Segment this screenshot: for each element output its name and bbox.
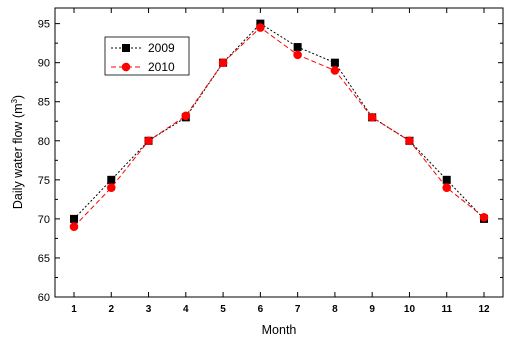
x-tick-label: 10: [404, 304, 416, 315]
y-tick-labels: 60 65 70 75 80 85 90 95: [38, 19, 50, 304]
data-point-2010: [330, 66, 340, 75]
plot-frame: [54, 7, 504, 298]
data-point-2010: [218, 58, 228, 67]
series-layer: [69, 19, 489, 232]
data-point-2010: [479, 213, 489, 222]
x-tick-label: 9: [369, 304, 375, 315]
data-point-2010: [106, 183, 116, 192]
y-axis-title-tail: ): [11, 95, 25, 99]
legend: 2009 2010: [104, 36, 190, 76]
legend-2010-label: 2010: [148, 60, 175, 74]
data-point-2009: [330, 58, 339, 67]
data-point-2009: [293, 43, 302, 52]
x-axis-title: Month: [262, 323, 297, 337]
x-tick-label: 6: [258, 304, 264, 315]
x-tick-label: 12: [478, 304, 490, 315]
x-tick-label: 1: [71, 304, 77, 315]
y-tick-label: 70: [38, 214, 50, 226]
series-line-2010: [73, 26, 485, 228]
data-point-2009: [442, 175, 451, 184]
data-point-2010: [442, 183, 452, 192]
data-point-2010: [256, 23, 265, 32]
x-tick-label: 8: [332, 304, 338, 315]
x-tick-labels: 1 2 3 4 5 6 7 8 9 10 11 12: [71, 304, 490, 315]
y-tick-label: 60: [38, 292, 50, 304]
y-axis-title-sup: 3: [10, 99, 19, 104]
x-tick-label: 11: [441, 304, 452, 315]
y-tick-label: 85: [38, 97, 50, 109]
data-point-2010: [69, 222, 79, 232]
y-tick-label: 90: [38, 58, 50, 70]
x-tick-label: 2: [108, 304, 114, 315]
legend-2010-marker: [121, 62, 131, 72]
y-axis-title-main: Daily water flow (m: [11, 104, 25, 210]
x-tick-label: 3: [146, 304, 152, 315]
y-tick-label: 75: [38, 175, 50, 187]
data-point-2010: [293, 50, 302, 60]
y-tick-label: 65: [38, 253, 50, 265]
legend-box: [104, 36, 190, 76]
data-point-2009: [70, 214, 78, 223]
data-point-2009: [107, 175, 116, 184]
x-tick-label: 5: [220, 304, 226, 315]
data-point-2010: [367, 113, 377, 122]
data-point-2010: [181, 111, 191, 121]
data-point-2010: [405, 136, 414, 146]
y-tick-label: 80: [38, 136, 50, 148]
y-axis-title: Daily water flow (m3): [10, 95, 25, 209]
legend-2009-label: 2009: [148, 41, 175, 55]
x-tick-label: 4: [183, 304, 189, 315]
data-point-2010: [144, 136, 153, 146]
axis-ticks: [55, 8, 503, 298]
legend-2009-marker: [122, 44, 130, 52]
x-tick-label: 7: [295, 304, 301, 315]
y-tick-label: 95: [38, 19, 50, 31]
